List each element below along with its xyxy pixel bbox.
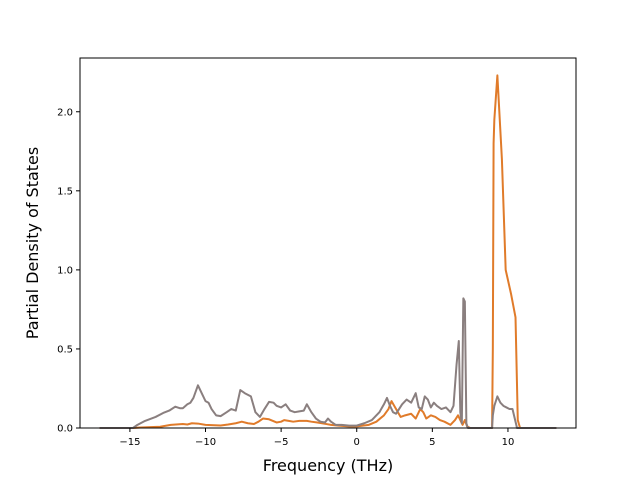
y-axis-label: Partial Density of States: [23, 147, 42, 339]
x-tick-label: −5: [274, 437, 289, 448]
x-tick-label: 0: [354, 437, 360, 448]
y-tick-label: 2.0: [57, 107, 73, 118]
plot-lines: [99, 74, 557, 429]
y-tick-label: 1.5: [57, 186, 73, 197]
x-tick-label: −10: [195, 437, 216, 448]
x-tick-label: 5: [429, 437, 435, 448]
x-axis-label: Frequency (THz): [263, 456, 393, 475]
y-axis: 0.0 0.5 1.0 1.5 2.0: [57, 107, 80, 435]
y-tick-label: 1.0: [57, 265, 73, 276]
x-tick-label: −15: [119, 437, 140, 448]
series-line-1: [99, 74, 557, 429]
plot-frame: [79, 57, 577, 429]
x-axis: −15 −10 −5 0 5 10: [119, 428, 514, 448]
x-tick-label: 10: [502, 437, 515, 448]
y-tick-label: 0.5: [57, 344, 73, 355]
series-line-2: [99, 297, 557, 429]
y-tick-label: 0.0: [57, 424, 73, 435]
